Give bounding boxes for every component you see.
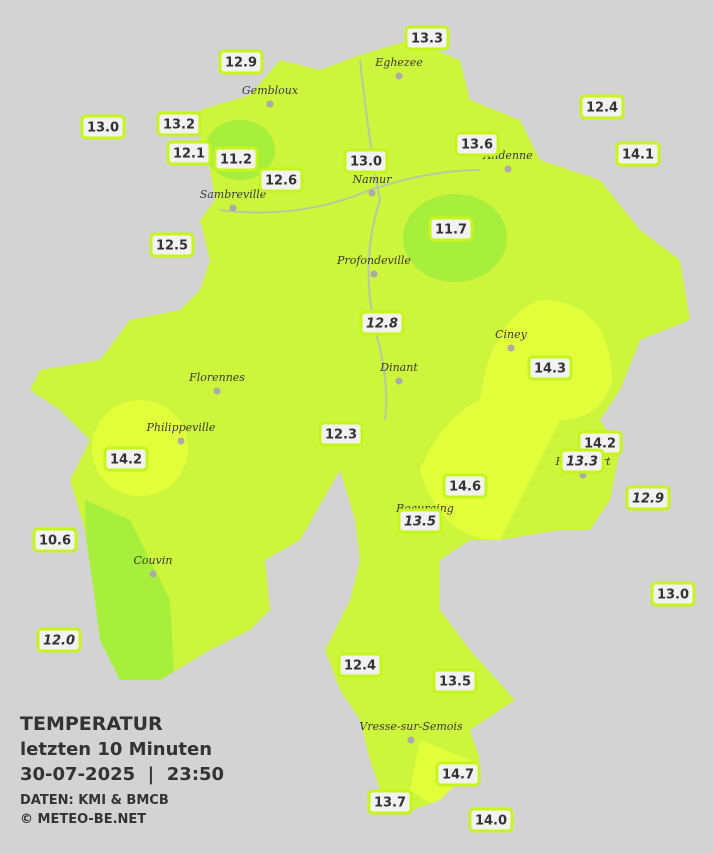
station-box <box>367 789 413 815</box>
city-dot <box>507 344 515 352</box>
city-dot <box>177 437 185 445</box>
legend-title: TEMPERATUR <box>20 713 163 735</box>
city-label: Profondeville <box>336 254 411 267</box>
station-box <box>166 140 212 166</box>
station-value: 14.0 <box>475 814 507 829</box>
station-value: 12.0 <box>43 634 75 649</box>
station-box <box>359 310 405 336</box>
station-box <box>428 216 474 242</box>
station-box <box>615 141 661 167</box>
station-box <box>435 761 481 787</box>
station-box <box>80 114 126 140</box>
city-dot <box>229 204 237 212</box>
city-label: Eghezee <box>374 56 423 69</box>
station-value: 13.7 <box>374 796 406 811</box>
legend: TEMPERATUR letzten 10 Minuten 30-07-2025… <box>20 713 224 827</box>
legend-datetime: 30-07-2025 | 23:50 <box>20 764 224 785</box>
station-value: 12.3 <box>325 428 357 443</box>
station-value: 13.5 <box>404 515 436 530</box>
city-dot <box>407 736 415 744</box>
city-dot <box>504 165 512 173</box>
station-value: 12.6 <box>265 174 297 189</box>
station-value: 11.2 <box>220 153 252 168</box>
city-label: Dinant <box>379 361 418 374</box>
station-value: 12.4 <box>586 101 618 116</box>
city-dot <box>149 570 157 578</box>
station-box <box>404 25 450 51</box>
city-dot <box>266 100 274 108</box>
city-label: Couvin <box>134 554 173 567</box>
station-value: 14.1 <box>622 148 654 163</box>
legend-source: DATEN: KMI & BMCB <box>20 793 169 808</box>
station-value: 14.7 <box>442 768 474 783</box>
station-value: 13.2 <box>163 118 195 133</box>
station-box <box>343 148 389 174</box>
station-box <box>397 508 443 534</box>
city-label: Gembloux <box>242 84 299 97</box>
station-value: 13.6 <box>461 138 493 153</box>
station-box <box>650 581 696 607</box>
station-value: 12.5 <box>156 239 188 254</box>
station-box <box>103 446 149 472</box>
station-box <box>32 527 78 553</box>
station-box <box>156 111 202 137</box>
station-value: 13.0 <box>657 588 689 603</box>
city-dot <box>213 387 221 395</box>
station-value: 14.6 <box>449 480 481 495</box>
legend-copyright: © METEO-BE.NET <box>20 812 146 827</box>
city-dot <box>368 189 376 197</box>
city-label: Florennes <box>188 371 245 384</box>
station-box <box>36 627 82 653</box>
station-box <box>559 448 605 474</box>
station-box <box>579 94 625 120</box>
station-box <box>527 355 573 381</box>
station-box <box>218 49 264 75</box>
city-label: Philippeville <box>146 421 216 434</box>
station-box <box>318 421 364 447</box>
city-label: Vresse-sur-Semois <box>359 720 463 733</box>
city-dot <box>395 377 403 385</box>
city-label: Sambreville <box>200 188 267 201</box>
station-value: 13.3 <box>411 32 443 47</box>
station-value: 14.2 <box>584 437 616 452</box>
station-value: 14.3 <box>534 362 566 377</box>
station-value: 13.3 <box>566 455 598 470</box>
station-value: 13.0 <box>87 121 119 136</box>
station-value: 12.9 <box>225 56 257 71</box>
station-value: 11.7 <box>435 223 467 238</box>
station-box <box>213 146 259 172</box>
city-label: Namur <box>352 173 393 186</box>
station-value: 10.6 <box>39 534 71 549</box>
station-box <box>468 807 514 833</box>
station-box <box>454 131 500 157</box>
station-value: 12.1 <box>173 147 205 162</box>
station-value: 12.4 <box>344 659 376 674</box>
legend-subtitle: letzten 10 Minuten <box>20 739 212 760</box>
city-label: Ciney <box>495 328 528 341</box>
station-box <box>432 668 478 694</box>
station-value: 12.8 <box>366 317 398 332</box>
station-value: 13.5 <box>439 675 471 690</box>
stations: 13.3 12.9 12.4 13.0 13.2 12.1 11.2 13.6 14.1 13.0… <box>32 25 696 833</box>
station-box <box>442 473 488 499</box>
station-box <box>149 232 195 258</box>
station-value: 12.9 <box>632 492 664 507</box>
station-box <box>258 167 304 193</box>
station-value: 13.0 <box>350 155 382 170</box>
station-box <box>337 652 383 678</box>
station-value: 14.2 <box>110 453 142 468</box>
station-box <box>625 485 671 511</box>
city-dot <box>370 270 378 278</box>
city-dot <box>395 72 403 80</box>
